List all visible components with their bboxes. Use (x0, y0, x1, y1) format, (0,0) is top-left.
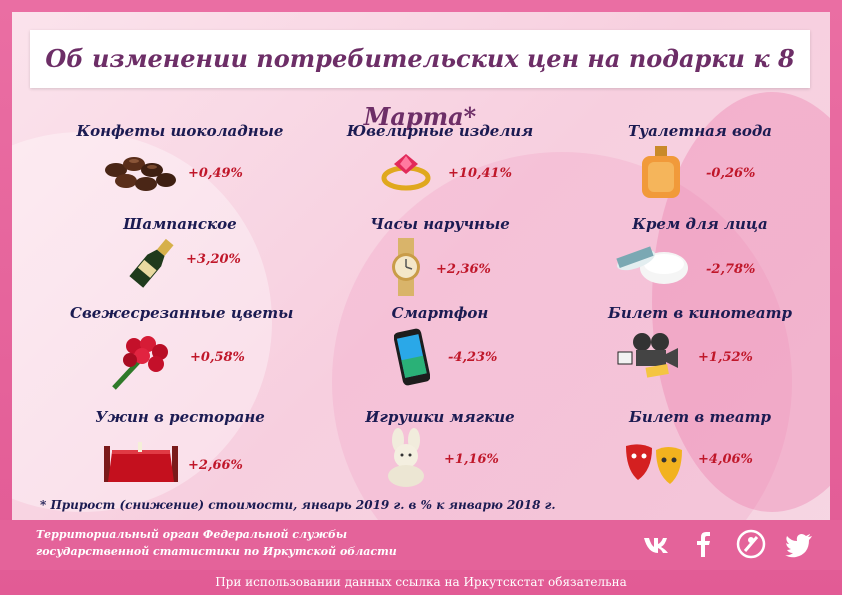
item-label: Конфеты шоколадные (76, 122, 284, 140)
ring-icon (381, 154, 431, 191)
cream-icon (616, 246, 688, 284)
roses-icon (112, 336, 168, 390)
decor-silhouette (652, 92, 830, 512)
item-value: +0,49% (188, 166, 243, 181)
ok-icon[interactable] (734, 527, 768, 561)
plush-bunny-icon (388, 428, 424, 487)
twitter-icon[interactable] (782, 527, 816, 561)
title-box: Об изменении потребительских цен на пода… (30, 30, 810, 131)
facebook-icon[interactable] (686, 527, 720, 561)
cinema-icon (617, 333, 678, 378)
item-value: +1,52% (698, 350, 753, 365)
item-label: Ювелирные изделия (346, 122, 534, 140)
bottom-note: При использовании данных ссылка на Иркут… (215, 575, 627, 589)
item-label: Ужин в ресторане (95, 408, 265, 426)
page-title: Об изменении потребительских цен на пода… (45, 44, 795, 131)
organization-name: Территориальный орган Федеральной службы… (36, 526, 397, 560)
item-label: Свежесрезанные цветы (70, 304, 294, 322)
item-value: +2,36% (436, 262, 491, 277)
perfume-icon (642, 146, 680, 198)
item-label: Билет в театр (629, 408, 771, 426)
org-line: государственной статистики по Иркутской … (36, 545, 397, 558)
item-label: Билет в кинотеатр (608, 304, 792, 322)
item-label: Часы наручные (370, 215, 510, 233)
item-label: Игрушки мягкие (365, 408, 515, 426)
champagne-icon (129, 238, 174, 288)
item-value: -0,26% (706, 166, 756, 181)
item-value: +4,06% (698, 452, 753, 467)
item-value: +2,66% (188, 458, 243, 473)
smartphone-icon (394, 328, 430, 386)
item-value: +0,58% (190, 350, 245, 365)
item-label: Шампанское (123, 215, 237, 233)
content-panel (12, 12, 830, 570)
item-value: -2,78% (706, 262, 756, 277)
item-value: +3,20% (186, 252, 241, 267)
item-value: +10,41% (448, 166, 512, 181)
item-value: -4,23% (448, 350, 498, 365)
item-label: Туалетная вода (627, 122, 773, 140)
item-value: +1,16% (444, 452, 499, 467)
theatre-masks-icon (626, 444, 682, 484)
footnote: * Прирост (снижение) стоимости, январь 2… (40, 498, 556, 512)
chocolates-icon (105, 157, 176, 191)
org-line: Территориальный орган Федеральной службы (36, 528, 348, 541)
item-label: Смартфон (391, 304, 489, 322)
vk-icon[interactable] (640, 527, 674, 561)
watch-icon (392, 238, 420, 296)
item-label: Крем для лица (632, 215, 768, 233)
dinner-table-icon (104, 442, 178, 482)
